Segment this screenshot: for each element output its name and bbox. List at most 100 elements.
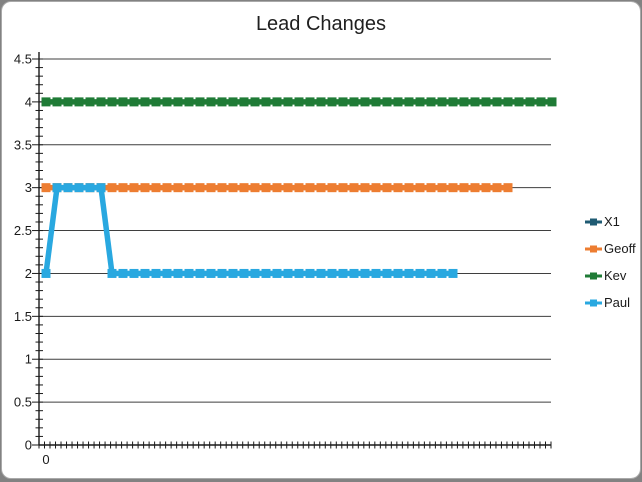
series-marker-geoff — [492, 183, 502, 193]
legend-label: Geoff — [604, 241, 636, 256]
series-marker-paul — [228, 268, 238, 278]
series-marker-paul — [349, 268, 359, 278]
series-marker-paul — [426, 268, 436, 278]
series-marker-geoff — [470, 183, 480, 193]
series-marker-paul — [393, 268, 403, 278]
series-marker-geoff — [283, 183, 293, 193]
series-marker-kev — [63, 97, 73, 107]
series-marker-paul — [371, 268, 381, 278]
y-tick-label: 4.5 — [14, 52, 32, 67]
series-marker-kev — [459, 97, 469, 107]
series-marker-paul — [437, 268, 447, 278]
series-marker-kev — [415, 97, 425, 107]
y-tick-label: 2 — [25, 266, 32, 281]
series-marker-geoff — [393, 183, 403, 193]
y-tick-label: 0.5 — [14, 395, 32, 410]
series-marker-kev — [162, 97, 172, 107]
series-marker-kev — [173, 97, 183, 107]
series-marker-kev — [250, 97, 260, 107]
series-marker-paul — [250, 268, 260, 278]
series-marker-paul — [404, 268, 414, 278]
series-marker-paul — [63, 183, 73, 193]
y-tick-label: 1.5 — [14, 309, 32, 324]
series-marker-paul — [162, 268, 172, 278]
series-marker-kev — [118, 97, 128, 107]
series-marker-kev — [41, 97, 51, 107]
series-marker-kev — [52, 97, 62, 107]
series-marker-paul — [118, 268, 128, 278]
series-marker-geoff — [503, 183, 513, 193]
series-marker-geoff — [173, 183, 183, 193]
series-marker-paul — [217, 268, 227, 278]
series-marker-geoff — [272, 183, 282, 193]
series-marker-kev — [261, 97, 271, 107]
series-marker-geoff — [239, 183, 249, 193]
series-marker-paul — [239, 268, 249, 278]
series-marker-geoff — [437, 183, 447, 193]
series-marker-paul — [448, 268, 458, 278]
series-marker-paul — [85, 183, 95, 193]
chart-title: Lead Changes — [255, 13, 387, 35]
series-marker-kev — [327, 97, 337, 107]
series-marker-paul — [129, 268, 139, 278]
series-marker-geoff — [294, 183, 304, 193]
series-marker-paul — [283, 268, 293, 278]
legend-label: Kev — [604, 268, 627, 283]
series-marker-kev — [470, 97, 480, 107]
legend-key-icon — [585, 218, 602, 225]
series-marker-paul — [206, 268, 216, 278]
series-marker-kev — [514, 97, 524, 107]
series-marker-paul — [107, 268, 117, 278]
series-marker-geoff — [481, 183, 491, 193]
series-marker-paul — [52, 183, 62, 193]
series-marker-paul — [305, 268, 315, 278]
series-marker-kev — [404, 97, 414, 107]
series-marker-geoff — [162, 183, 172, 193]
y-tick-label: 0 — [25, 438, 32, 453]
legend-key-icon — [585, 272, 602, 279]
series-marker-kev — [305, 97, 315, 107]
series-marker-kev — [382, 97, 392, 107]
series-marker-paul — [173, 268, 183, 278]
series-marker-kev — [283, 97, 293, 107]
series-marker-kev — [360, 97, 370, 107]
series-marker-geoff — [195, 183, 205, 193]
series-marker-kev — [107, 97, 117, 107]
series-marker-kev — [349, 97, 359, 107]
series-marker-kev — [448, 97, 458, 107]
chart-legend: X1 Geoff Kev Paul — [585, 208, 642, 316]
series-marker-kev — [74, 97, 84, 107]
series-marker-geoff — [426, 183, 436, 193]
series-marker-geoff — [305, 183, 315, 193]
y-tick-label: 1 — [25, 352, 32, 367]
legend-item-x1: X1 — [585, 208, 642, 235]
series-marker-kev — [184, 97, 194, 107]
legend-item-paul: Paul — [585, 289, 642, 316]
legend-key-icon — [585, 299, 602, 306]
series-marker-kev — [151, 97, 161, 107]
series-marker-kev — [426, 97, 436, 107]
series-marker-kev — [272, 97, 282, 107]
series-marker-kev — [195, 97, 205, 107]
series-marker-paul — [382, 268, 392, 278]
y-tick-label: 4 — [25, 94, 32, 109]
series-marker-paul — [327, 268, 337, 278]
series-marker-paul — [41, 268, 51, 278]
series-marker-geoff — [41, 183, 51, 193]
series-marker-kev — [294, 97, 304, 107]
series-marker-geoff — [217, 183, 227, 193]
series-marker-geoff — [261, 183, 271, 193]
series-marker-paul — [415, 268, 425, 278]
series-marker-geoff — [118, 183, 128, 193]
series-marker-kev — [536, 97, 546, 107]
series-marker-geoff — [184, 183, 194, 193]
series-marker-paul — [151, 268, 161, 278]
y-tick-label: 2.5 — [14, 223, 32, 238]
legend-item-kev: Kev — [585, 262, 642, 289]
series-segment-paul — [43, 187, 60, 274]
series-marker-paul — [96, 183, 106, 193]
series-marker-kev — [217, 97, 227, 107]
series-marker-kev — [129, 97, 139, 107]
